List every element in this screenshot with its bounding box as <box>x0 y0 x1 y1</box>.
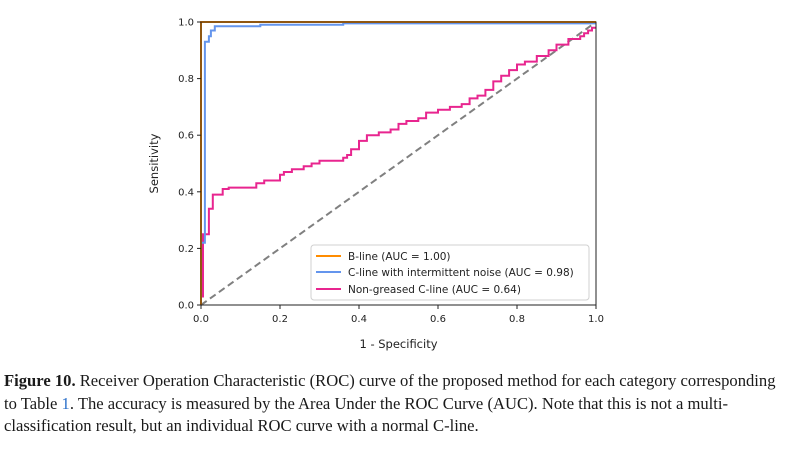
x-axis-label: 1 - Specificity <box>359 337 437 351</box>
y-tick-label: 0.6 <box>178 131 194 142</box>
plot-frame <box>200 21 597 306</box>
legend-box <box>310 244 590 301</box>
caption-text-part-2: . The accuracy is measured by the Area U… <box>4 393 729 436</box>
legend-label-non-greased: Non-greased C-line (AUC = 0.64) <box>348 284 521 296</box>
y-tick-label: 0.4 <box>178 187 194 198</box>
y-tick-label: 0.0 <box>178 301 194 312</box>
y-tick-label: 1.0 <box>178 18 194 29</box>
y-tick-label: 0.2 <box>178 244 194 255</box>
figure-caption: Figure 10. Receiver Operation Characteri… <box>4 370 790 438</box>
x-tick-label: 1.0 <box>588 314 604 325</box>
figure-label: Figure 10. <box>4 371 76 390</box>
x-tick-label: 0.8 <box>509 314 525 325</box>
axis-ticks: 0.0 0.2 0.4 0.6 0.8 1.0 0.0 0.2 0.4 0.6 0.8 1.0 <box>178 18 604 326</box>
legend-label-c-line-noise: C-line with intermittent noise (AUC = 0.… <box>348 267 574 279</box>
y-tick-label: 0.8 <box>178 74 194 85</box>
x-tick-label: 0.2 <box>272 314 288 325</box>
x-tick-label: 0.0 <box>193 314 209 325</box>
table-reference-link[interactable]: 1 <box>61 393 70 413</box>
x-tick-label: 0.4 <box>351 314 367 325</box>
legend: B-line (AUC = 1.00) C-line with intermit… <box>310 244 590 301</box>
y-axis-label: Sensitivity <box>147 133 161 193</box>
chance-diagonal <box>200 21 597 306</box>
roc-chart: 0.0 0.2 0.4 0.6 0.8 1.0 0.0 0.2 0.4 0.6 0.8 1.0 1 -… <box>147 18 604 352</box>
caption-text-part-1: Receiver Operation Characteristic (ROC) … <box>4 371 776 413</box>
c-line-noise-curve <box>200 22 596 305</box>
non-greased-curve <box>200 26 596 305</box>
legend-label-b-line: B-line (AUC = 1.00) <box>348 251 451 263</box>
x-tick-label: 0.6 <box>430 314 446 325</box>
